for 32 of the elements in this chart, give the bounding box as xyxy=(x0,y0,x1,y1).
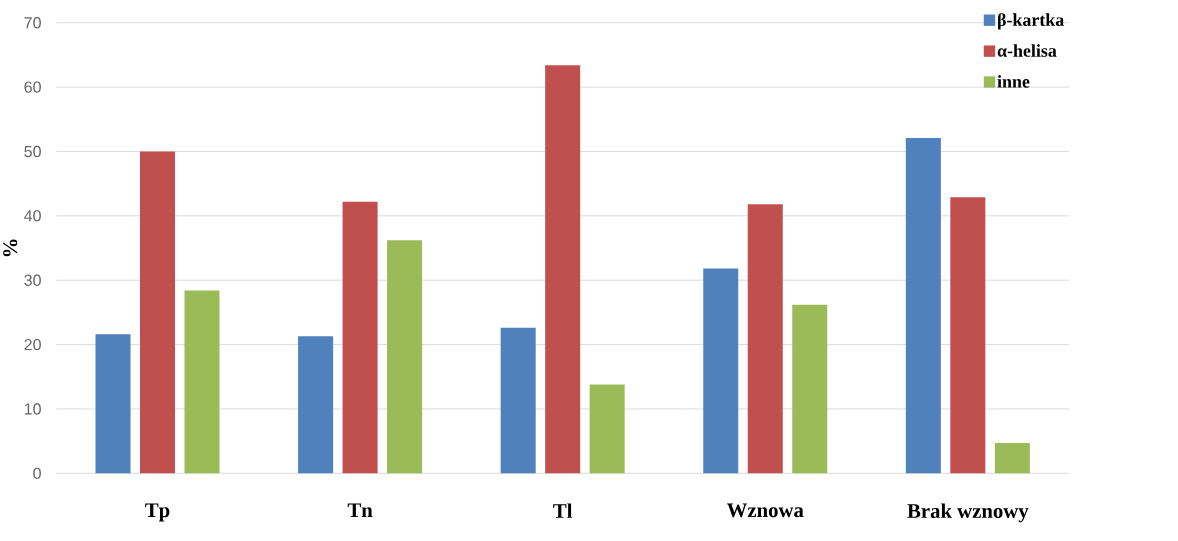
bar xyxy=(950,196,986,474)
y-tick-label: 20 xyxy=(24,338,41,351)
y-tick-label: 10 xyxy=(24,403,41,415)
bar xyxy=(747,204,783,474)
bar xyxy=(184,290,220,474)
legend-label: β-kartka xyxy=(998,12,1064,30)
bar xyxy=(140,151,176,474)
bar xyxy=(792,304,828,474)
y-tick-label: 40 xyxy=(24,209,41,222)
bar xyxy=(298,335,334,474)
x-tick-label: Tp xyxy=(145,503,170,522)
x-tick-label: Wznowa xyxy=(726,503,804,518)
y-axis-title: % xyxy=(3,239,18,257)
bar xyxy=(500,327,536,474)
y-tick-label: 70 xyxy=(24,16,41,29)
legend-label: α-helisa xyxy=(997,44,1057,57)
y-tick-label: 30 xyxy=(24,274,41,286)
bar xyxy=(994,442,1030,474)
y-tick-label: 60 xyxy=(24,81,41,93)
bar xyxy=(589,384,625,474)
bar xyxy=(545,64,581,474)
y-tick-label: 0 xyxy=(33,467,41,479)
y-tick-label: 50 xyxy=(24,145,41,157)
x-tick-label: Tn xyxy=(347,503,373,517)
bar xyxy=(905,137,941,474)
bar xyxy=(387,240,423,474)
x-tick-label: Tl xyxy=(553,503,573,518)
bar xyxy=(342,201,378,474)
bar xyxy=(95,334,131,474)
bar xyxy=(703,268,739,474)
x-tick-label: Brak wznowy xyxy=(907,503,1029,523)
legend-label: inne xyxy=(997,74,1030,88)
